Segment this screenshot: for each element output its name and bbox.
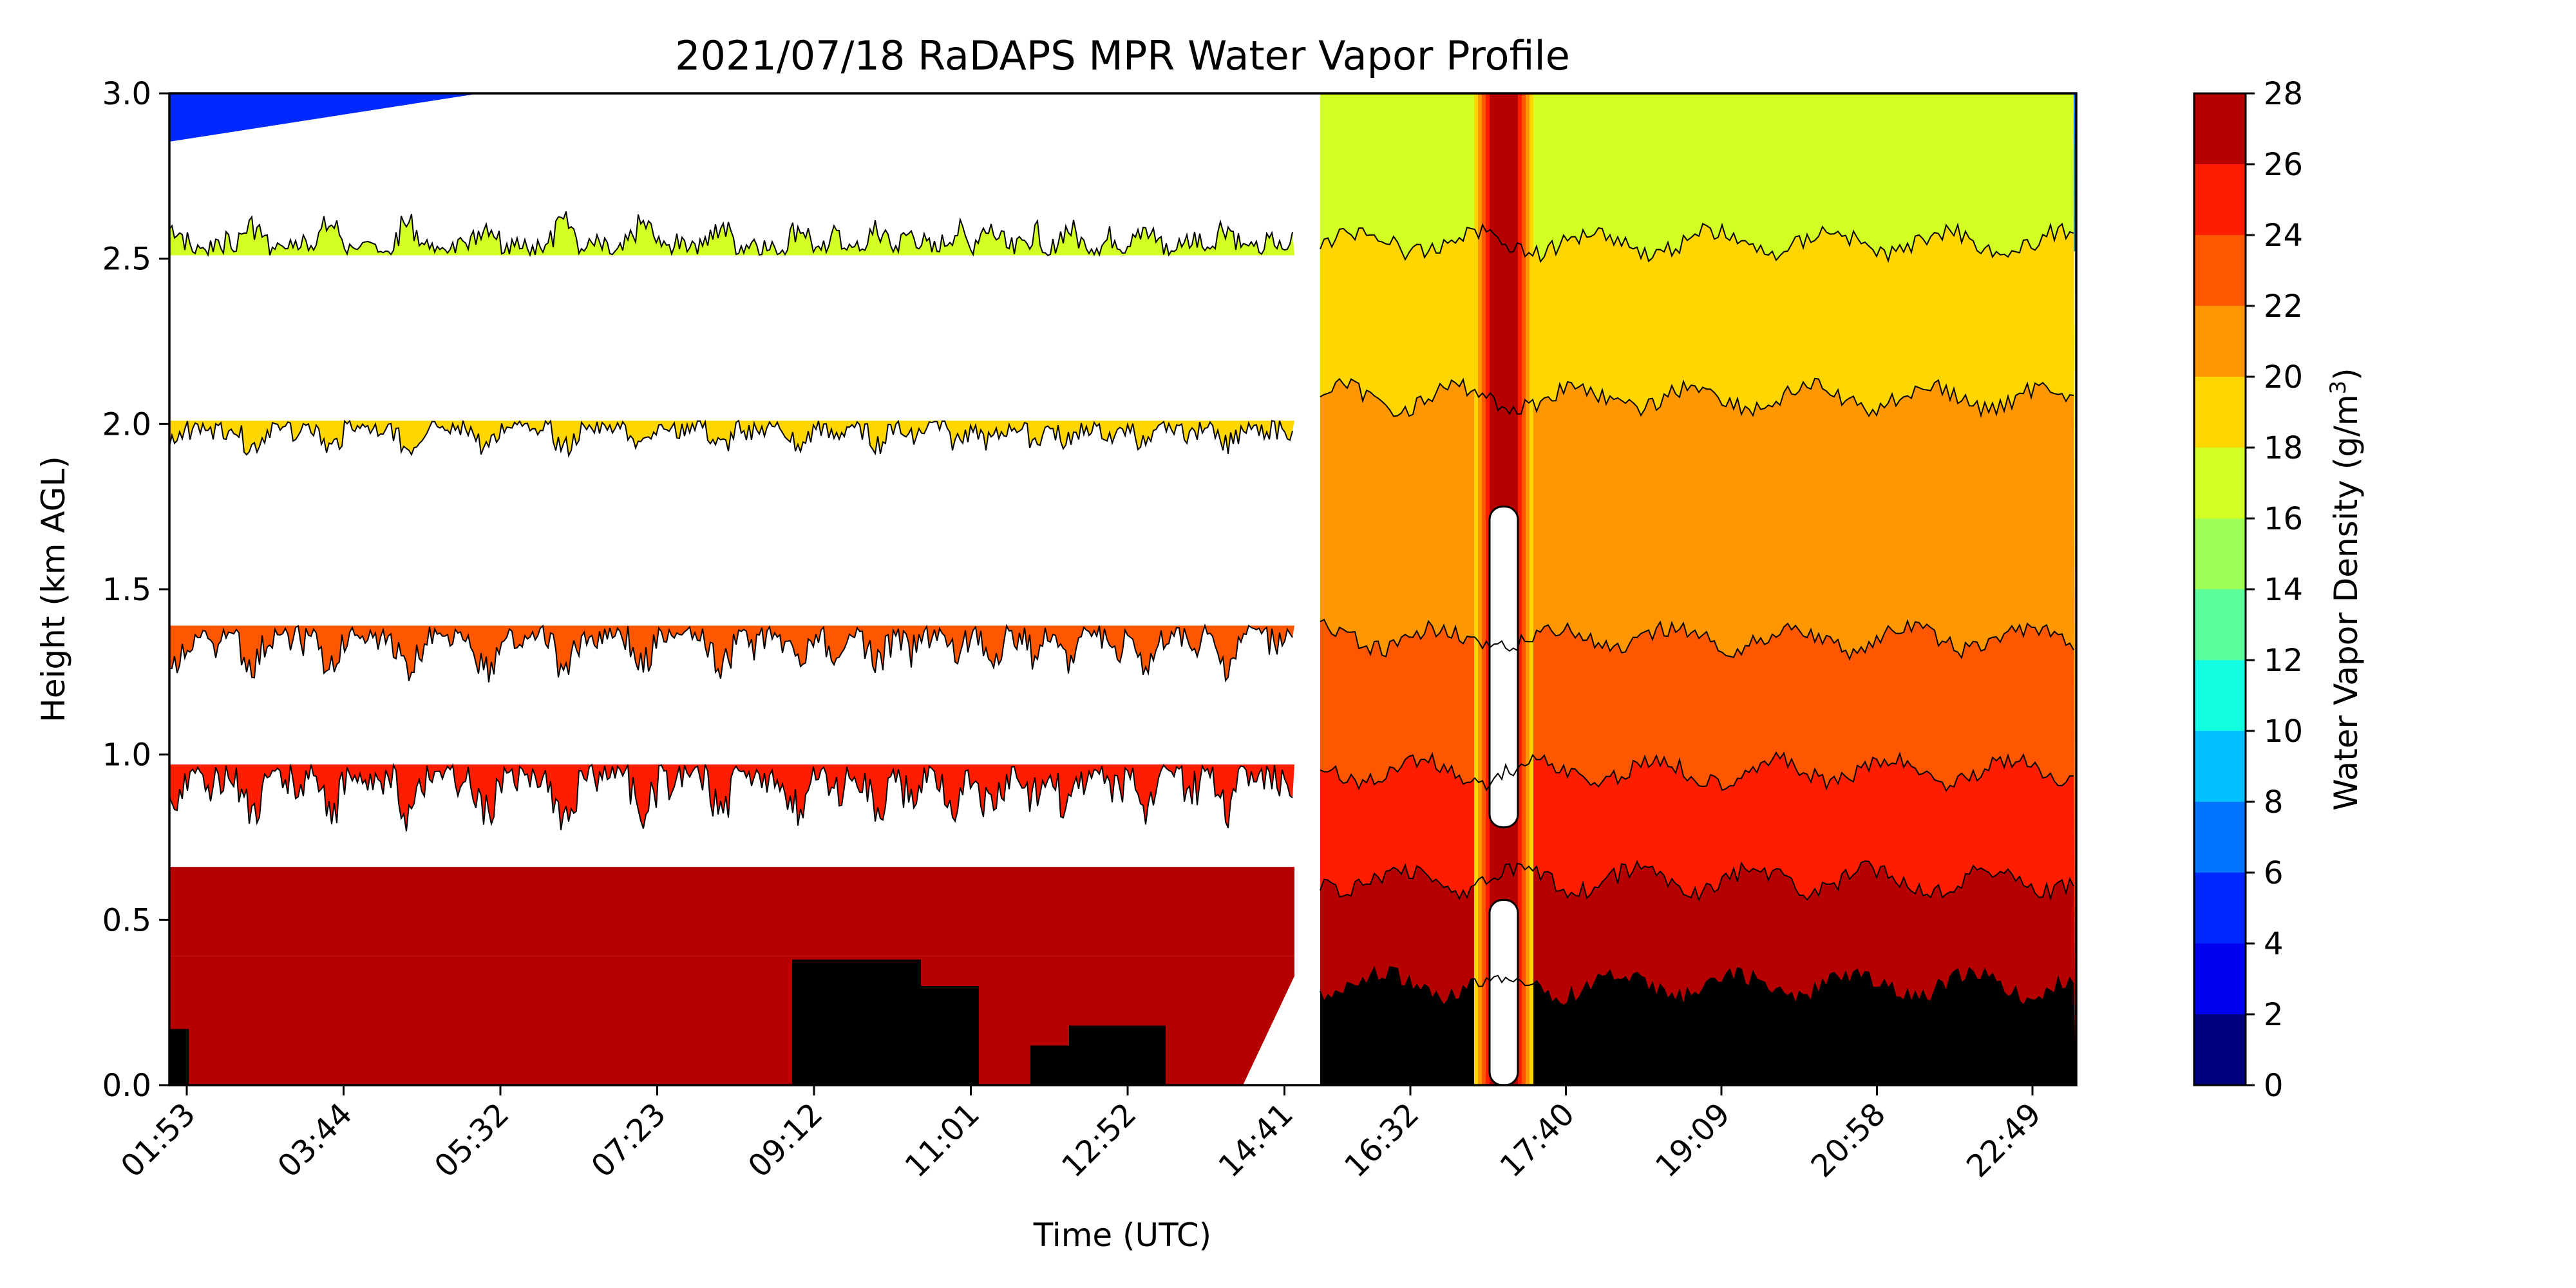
x-tick-label: 14:41	[1212, 1096, 1300, 1184]
colorbar-swatch	[2194, 377, 2246, 448]
x-tick-label: 16:32	[1338, 1096, 1426, 1184]
spike-gap-lower	[1488, 899, 1519, 1085]
right-contour-4	[1320, 751, 2074, 792]
contour-lines	[169, 211, 2074, 1007]
colorbar-swatch	[2194, 448, 2246, 518]
x-tick-label: 09:12	[741, 1096, 829, 1184]
right-contour-1	[1320, 222, 2074, 263]
y-tick-label: 0.5	[102, 902, 151, 938]
colorbar-swatch	[2194, 660, 2246, 731]
left-band-8-contour	[169, 211, 1293, 258]
colorbar-tick-label: 22	[2264, 289, 2303, 325]
colorbar-swatch	[2194, 306, 2246, 377]
spike-gap-upper	[1488, 506, 1519, 829]
left-band-14-contour	[169, 762, 1293, 832]
colorbar-title: Water Vapor Density (g/m3)	[2325, 368, 2365, 810]
colorbar-tick-label: 20	[2264, 359, 2303, 395]
colorbar-tick-label: 18	[2264, 430, 2303, 466]
x-axis: 01:53 03:44 05:32 07:23 09:12 11:01 12:52 14:41…	[114, 1085, 2048, 1184]
right-contour-3	[1320, 618, 2074, 661]
x-tick-label: 03:44	[271, 1096, 359, 1184]
colorbar-swatch	[2194, 589, 2246, 660]
colorbar-tick-label: 16	[2264, 501, 2303, 537]
colorbar-swatch	[2194, 943, 2246, 1014]
colorbar-swatch	[2194, 164, 2246, 235]
x-tick-label: 11:01	[898, 1096, 987, 1184]
colorbar-tick-label: 2	[2264, 997, 2284, 1033]
colorbar-tick-label: 6	[2264, 855, 2284, 891]
left-top-wedge	[169, 93, 480, 142]
x-tick-label: 22:49	[1960, 1096, 2048, 1184]
left-band-16-lower	[169, 956, 1294, 1085]
colorbar-swatch	[2194, 235, 2246, 306]
x-tick-label: 05:32	[428, 1096, 516, 1184]
x-tick-label: 07:23	[585, 1096, 673, 1184]
left-band-16-upper	[169, 867, 1294, 956]
colorbar-title-end: )	[2327, 368, 2365, 381]
x-tick-label: 12:52	[1055, 1096, 1143, 1184]
colorbar-swatch	[2194, 1014, 2246, 1085]
left-patch-18-2	[889, 986, 979, 1085]
x-tick-label: 17:40	[1493, 1096, 1582, 1184]
right-contour-5	[1320, 860, 2074, 902]
colorbar-tick-label: 24	[2264, 218, 2303, 254]
colorbar-tick-label: 0	[2264, 1068, 2284, 1104]
colorbar-tick-label: 10	[2264, 714, 2303, 750]
plot-area	[169, 93, 2076, 1085]
y-axis: 0.0 0.5 1.0 1.5 2.0 2.5 3.0	[102, 76, 169, 1104]
left-patch-18-0	[169, 1028, 189, 1085]
chart-title: 2021/07/18 RaDAPS MPR Water Vapor Profil…	[675, 32, 1570, 79]
left-band-12-contour	[169, 623, 1293, 683]
x-axis-title: Time (UTC)	[1033, 1217, 1211, 1254]
right-contour-2	[1320, 377, 2074, 419]
colorbar-swatch	[2194, 93, 2246, 164]
y-tick-label: 3.0	[102, 76, 151, 112]
y-tick-label: 2.0	[102, 406, 151, 442]
right-segment-field	[1320, 93, 2076, 1085]
y-tick-label: 1.5	[102, 572, 151, 608]
y-axis-title: Height (km AGL)	[35, 456, 72, 723]
right-contour-6	[1320, 965, 2074, 1007]
left-patch-18-4	[1069, 1025, 1166, 1085]
y-tick-label: 0.0	[102, 1068, 151, 1104]
colorbar-swatch	[2194, 518, 2246, 589]
y-tick-label: 2.5	[102, 242, 151, 278]
colorbar-swatch	[2194, 873, 2246, 943]
y-tick-label: 1.0	[102, 737, 151, 773]
colorbar-tick-label: 4	[2264, 926, 2284, 962]
x-tick-label: 19:09	[1649, 1096, 1737, 1184]
x-tick-label: 20:58	[1804, 1096, 1893, 1184]
colorbar-swatch	[2194, 731, 2246, 802]
colorbar-tick-label: 14	[2264, 572, 2303, 608]
colorbar-title-main: Water Vapor Density (g/m	[2327, 394, 2365, 810]
colorbar-tick-label: 8	[2264, 784, 2284, 820]
x-tick-label: 01:53	[114, 1096, 202, 1184]
colorbar-swatch	[2194, 802, 2246, 873]
left-band-14	[169, 764, 1294, 831]
left-band-10-contour	[169, 419, 1293, 458]
colorbar-title-sup: 3	[2325, 381, 2351, 395]
colorbar-tick-label: 28	[2264, 76, 2303, 112]
colorbar-tick-label: 26	[2264, 147, 2303, 183]
colorbar-tick-label: 12	[2264, 643, 2303, 679]
